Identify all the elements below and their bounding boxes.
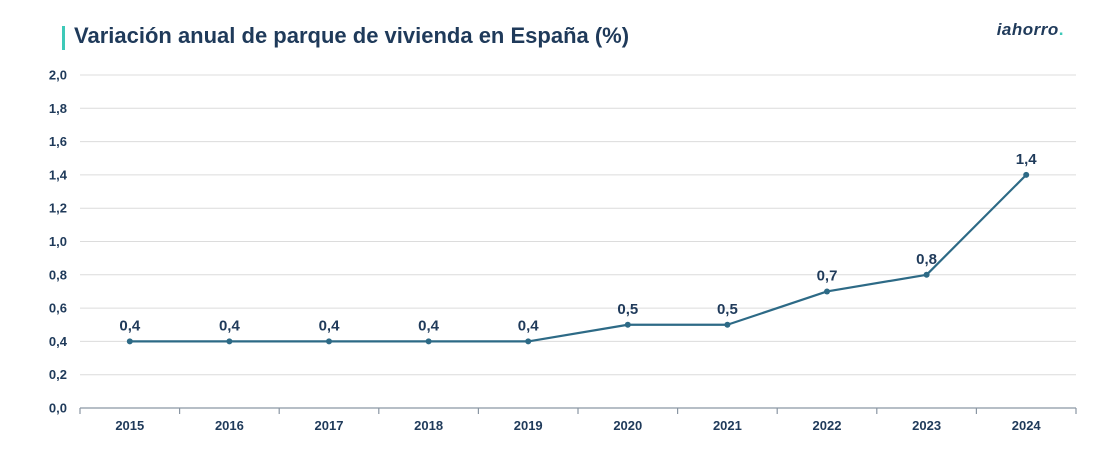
data-label: 0,4	[319, 317, 341, 334]
y-tick-label: 0,0	[49, 401, 67, 416]
x-axis	[79, 407, 1077, 414]
x-tick-label: 2019	[514, 418, 543, 433]
chart-title: Variación anual de parque de vivienda en…	[74, 23, 630, 48]
brand-dot: .	[1058, 20, 1064, 39]
x-tick-label: 2020	[613, 418, 642, 433]
data-point	[923, 271, 930, 278]
data-label: 0,4	[518, 317, 540, 334]
data-point	[425, 338, 432, 345]
x-tick-label: 2018	[414, 418, 443, 433]
y-tick-label: 0,6	[49, 301, 67, 316]
y-tick-label: 0,2	[49, 367, 67, 382]
data-label: 0,4	[418, 317, 440, 334]
y-tick-label: 1,4	[49, 167, 68, 182]
data-label: 1,4	[1016, 151, 1038, 168]
x-axis-ticks: 2015 2016 2017 2018 2019 2020 2021 2022 2023 2024	[115, 418, 1041, 433]
x-tick-label: 2015	[115, 418, 144, 433]
y-axis-ticks: 0,0 0,2 0,4 0,6 0,8 1,0 1,2 1,4 1,6 1,8 2,0	[49, 68, 68, 416]
data-point	[824, 288, 830, 295]
y-tick-label: 2,0	[49, 68, 67, 83]
data-point	[326, 338, 332, 345]
y-tick-label: 0,8	[49, 267, 67, 282]
y-tick-label: 1,2	[49, 201, 67, 216]
y-tick-label: 1,0	[49, 234, 67, 249]
data-points	[126, 171, 1030, 345]
data-label: 0,5	[717, 301, 738, 318]
brand-name: iahorro	[996, 20, 1059, 39]
data-label: 0,5	[617, 301, 638, 318]
x-tick-label: 2023	[912, 418, 941, 433]
y-tick-label: 1,8	[49, 101, 67, 116]
data-label: 0,7	[817, 267, 838, 284]
data-point	[126, 338, 133, 345]
data-point	[525, 338, 532, 345]
data-point	[1023, 171, 1030, 178]
title-accent-bar	[62, 26, 65, 50]
data-labels: 0,4 0,4 0,4 0,4 0,4 0,5 0,5 0,7 0,8 1,4	[119, 151, 1037, 335]
data-label: 0,8	[916, 251, 937, 268]
y-tick-label: 1,6	[49, 134, 67, 149]
y-tick-label: 0,4	[49, 334, 68, 349]
grid-lines	[80, 74, 1076, 376]
x-tick-label: 2017	[315, 418, 344, 433]
data-point	[724, 321, 731, 328]
x-tick-label: 2021	[713, 418, 742, 433]
x-tick-label: 2022	[813, 418, 842, 433]
brand-logo: iahorro.	[997, 20, 1064, 40]
series-line-path	[129, 174, 1027, 343]
series-line	[129, 174, 1027, 343]
data-label: 0,4	[119, 317, 141, 334]
data-label: 0,4	[219, 317, 241, 334]
x-tick-label: 2024	[1012, 418, 1042, 433]
data-point	[624, 321, 631, 328]
x-tick-label: 2016	[215, 418, 244, 433]
data-point	[226, 338, 233, 345]
